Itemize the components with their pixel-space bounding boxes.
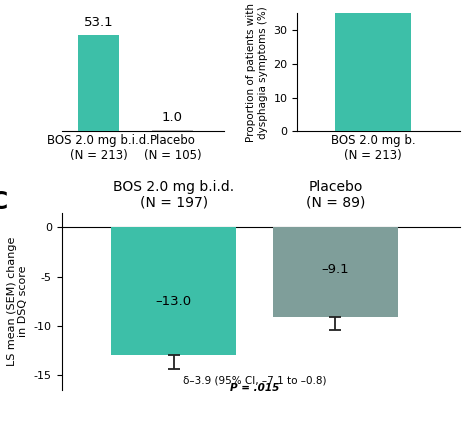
Text: P = .015: P = .015 bbox=[230, 384, 279, 393]
Text: –13.0: –13.0 bbox=[155, 295, 191, 308]
Text: –9.1: –9.1 bbox=[321, 263, 349, 276]
Bar bbox=[273, 227, 398, 317]
Y-axis label: LS mean (SEM) change
in DSQ score: LS mean (SEM) change in DSQ score bbox=[7, 237, 28, 366]
Text: C: C bbox=[0, 190, 9, 214]
Bar bbox=[335, 0, 411, 132]
Bar bbox=[152, 130, 193, 132]
Text: 1.0: 1.0 bbox=[162, 111, 183, 124]
Bar bbox=[78, 35, 119, 132]
Y-axis label: Proportion of patients with
dysphagia symptoms (%): Proportion of patients with dysphagia sy… bbox=[246, 3, 268, 142]
Text: δ–3.9 (95% CI, –7.1 to –0.8): δ–3.9 (95% CI, –7.1 to –0.8) bbox=[183, 375, 326, 385]
Bar bbox=[111, 227, 236, 355]
Text: 53.1: 53.1 bbox=[84, 16, 113, 30]
